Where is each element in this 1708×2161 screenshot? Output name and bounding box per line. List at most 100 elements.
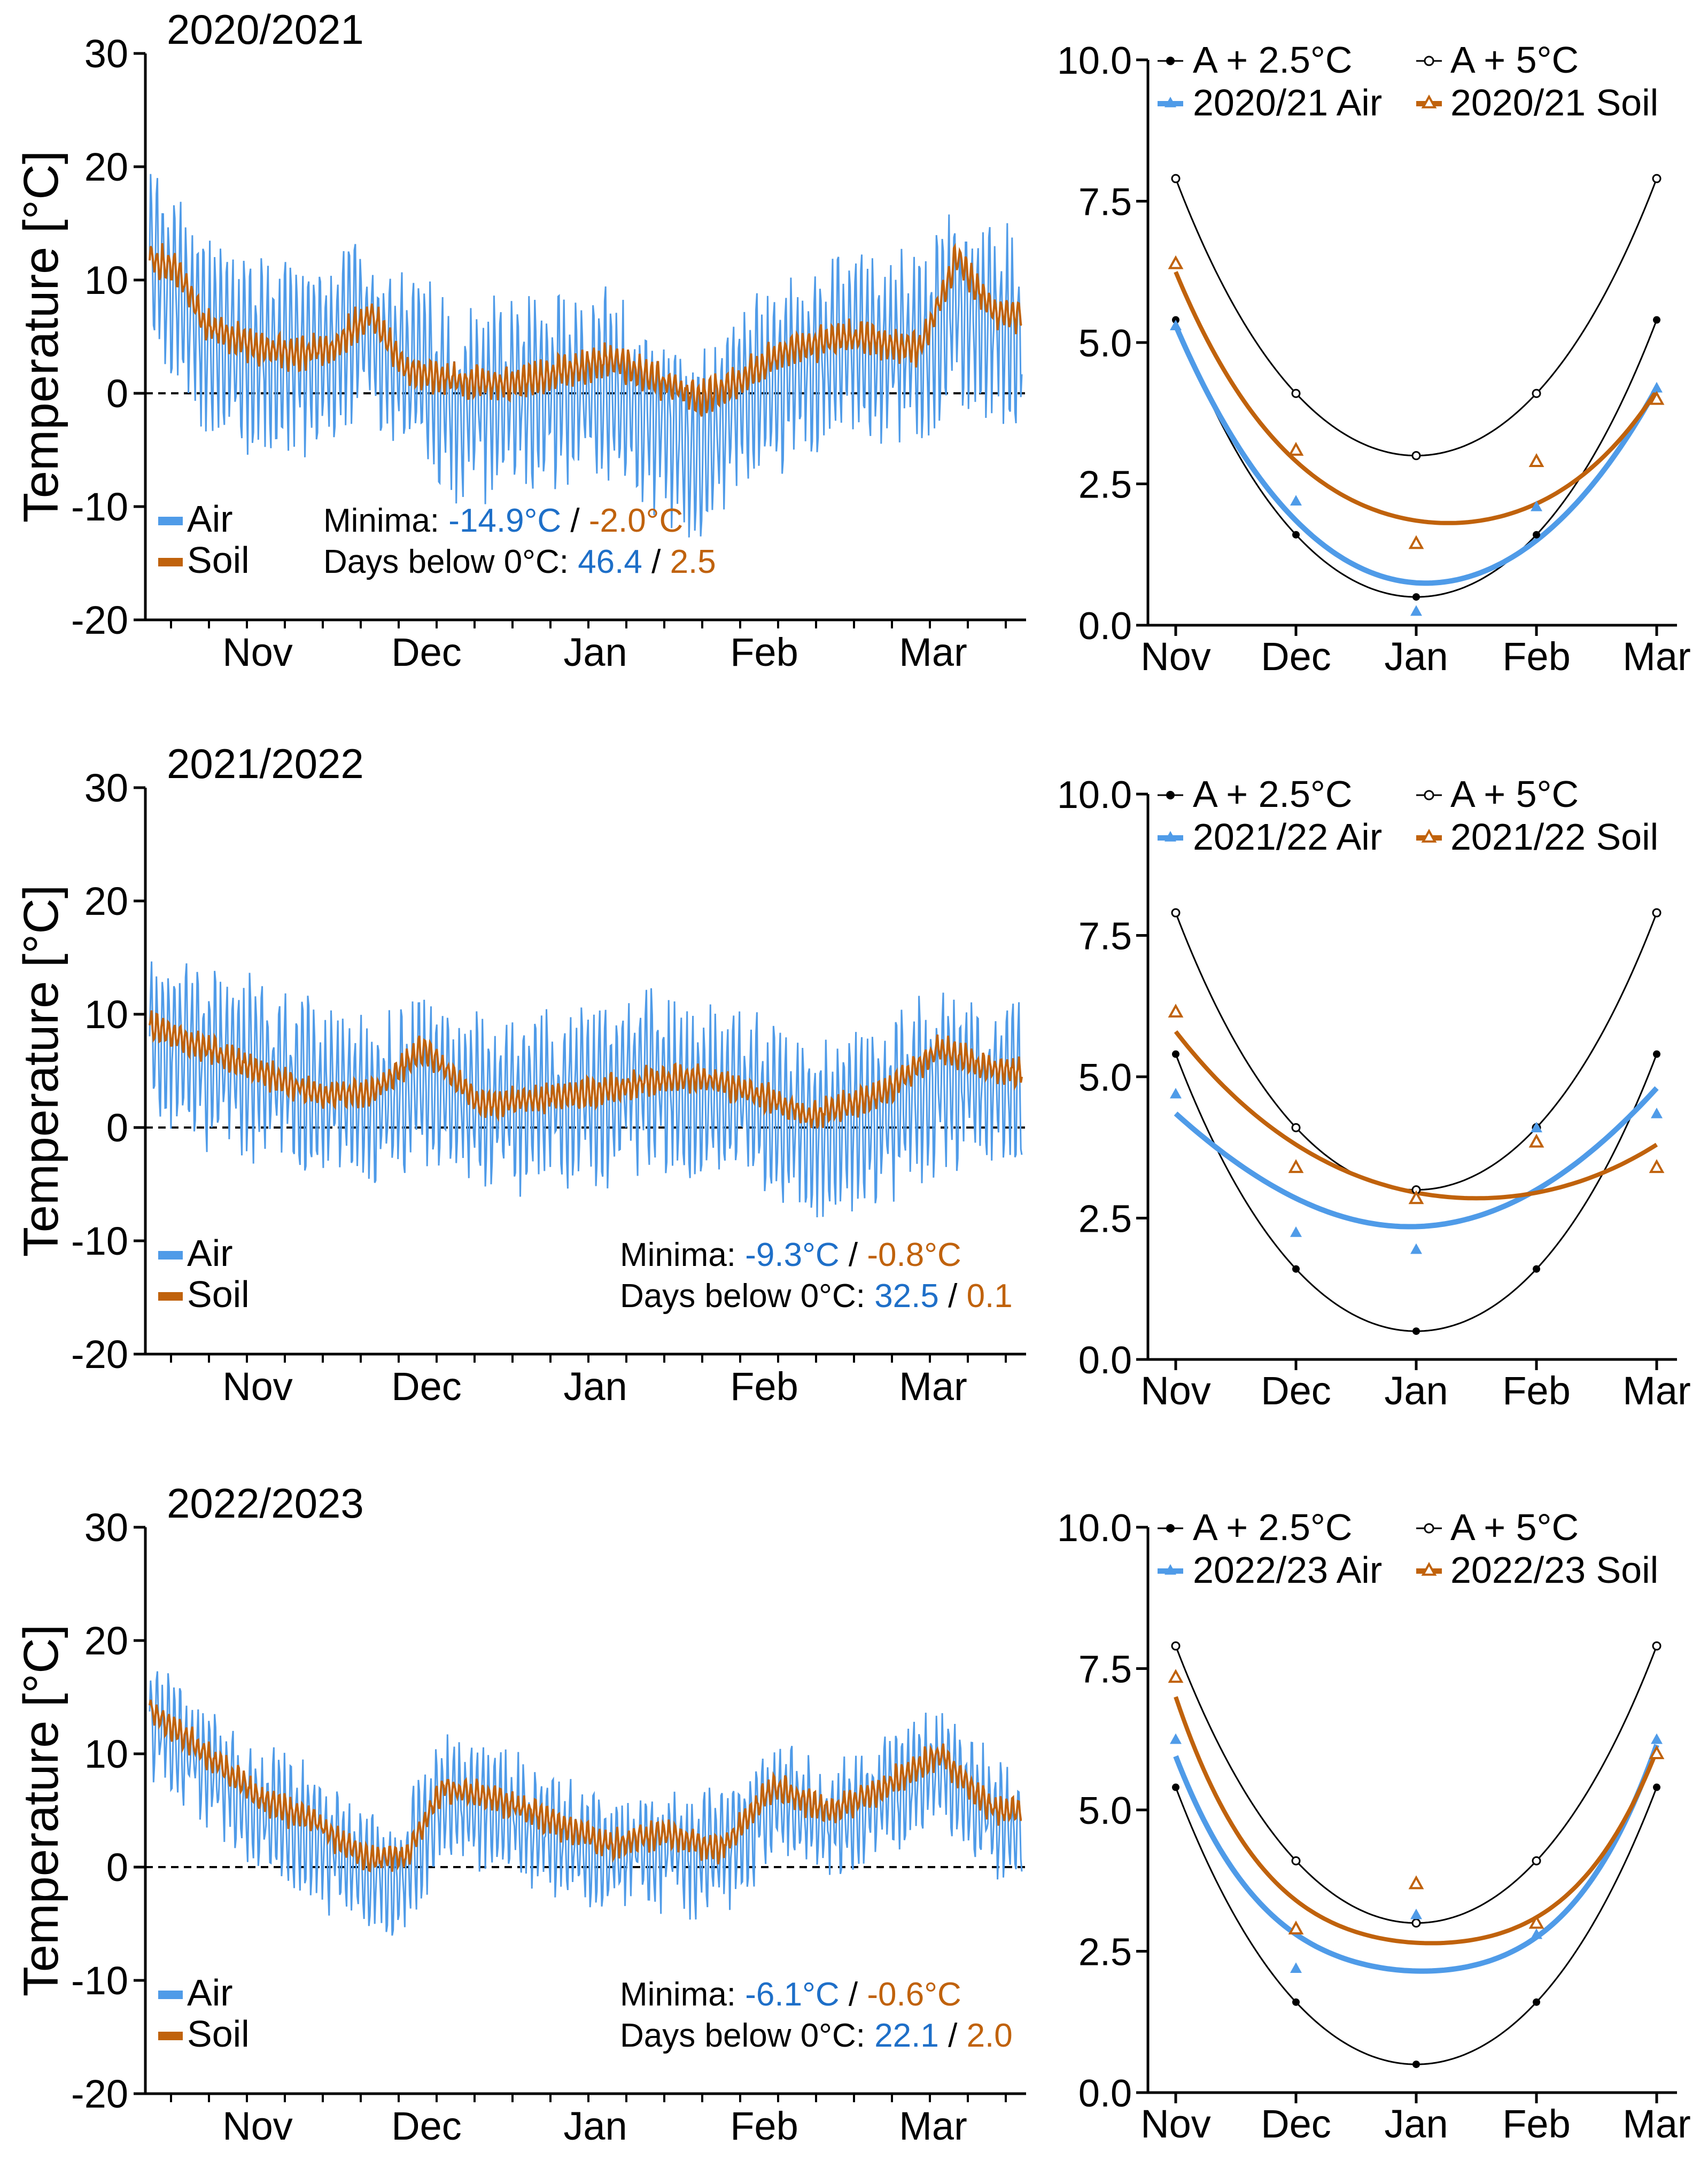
a-plus-2-5-point [1653,1050,1660,1058]
legend-air-label: 2021/22 Air [1193,816,1382,858]
legend-soil-label: Soil [187,539,250,581]
x-tick-label: Dec [1261,1369,1331,1413]
y-tick-label: 30 [84,1505,128,1550]
minima-minima_air: -9.3°C [745,1237,839,1273]
a-plus-2-5-point [1172,1050,1179,1058]
a-plus-2-5-point [1412,1327,1420,1335]
x-tick-label: Dec [1261,2102,1331,2146]
air-data-point [1651,1107,1663,1118]
y-axis-label: Temperature [°C] [14,1624,68,1996]
legend-a25-marker [1166,1524,1175,1533]
legend-soil-label: Soil [187,1273,250,1315]
air-data-point [1410,605,1422,616]
x-tick-label: Mar [1622,634,1690,679]
y-axis-label: Temperature [°C] [14,151,68,523]
air-fit-curve [1173,324,1659,586]
soil-temperature-line [149,243,1022,417]
legend-a5-marker [1424,790,1434,800]
legend-soil-marker [1421,828,1437,843]
minima-sep: / [561,502,589,539]
air-data-point [1410,1908,1422,1919]
legend-soil-marker [1421,1561,1437,1576]
a-plus-2-5-point [1653,1783,1660,1791]
soil-data-point [1288,1159,1304,1173]
x-tick-label: Nov [222,630,293,674]
x-tick-label: Nov [1140,2102,1211,2146]
air-temperature-line [149,1671,1023,1936]
soil-data-point [1168,1004,1184,1018]
y-tick-label: -10 [71,1958,128,2003]
a-plus-5-point [1652,174,1662,183]
y-tick-label: -10 [71,485,128,529]
days-below-zero-annotation: Days below 0°C: 22.1 / 2.0 [620,2017,1013,2054]
air-data-point [1170,1733,1182,1744]
y-tick-label: 10.0 [1057,774,1132,817]
x-tick-label: Nov [1140,1369,1211,1413]
minima-minima_soil: -0.8°C [867,1237,961,1273]
a-plus-2-5-point [1533,531,1540,539]
soil-data-point [1649,1745,1665,1759]
days-days_label: Days below 0°C: [620,1278,874,1315]
air-data-point [1170,320,1182,331]
days-days_soil: 2.0 [967,2017,1013,2054]
legend-a25-label: A + 2.5°C [1193,773,1352,815]
legend-a25-marker [1166,791,1175,799]
x-tick-label: Dec [391,630,462,674]
x-tick-label: Feb [730,1364,798,1409]
x-tick-label: Feb [730,630,798,674]
soil-temperature-line [149,1699,1022,1872]
a-plus-5-point [1411,451,1421,461]
timeseries-panel-2: 2021/2022 Temperature [°C] -20 -10 0 10 20 30 No… [14,740,1026,1409]
y-tick-label: -20 [71,598,128,642]
legend-a5-label: A + 5°C [1450,39,1579,81]
timeseries-panel-3: 2022/2023 Temperature [°C] -20 -10 0 10 20 30 No… [14,1480,1026,2148]
air-temperature-line [149,174,1023,538]
air-data-point [1651,1733,1663,1744]
a-plus-5-point [1532,388,1541,398]
fit-panel-2: 0.0 2.5 5.0 7.5 10.0 Nov Dec Jan Feb Mar A + 2.5°C… [1057,773,1691,1413]
soil-data-point [1408,1190,1424,1204]
minima-minima_label: Minima: [323,502,448,539]
x-tick-label: Jan [563,1364,627,1409]
x-tick-label: Jan [563,630,627,674]
days-days_air: 22.1 [874,2017,939,2054]
days-days_air: 46.4 [578,543,642,580]
legend-a5-marker [1424,1523,1434,1534]
soil-temperature-line [149,1010,1023,1129]
y-tick-label: 7.5 [1078,1649,1132,1691]
y-tick-label: 5.0 [1078,1056,1132,1099]
legend-a25-marker [1166,57,1175,65]
y-tick-label: -20 [71,2072,128,2116]
air-data-point [1290,1962,1302,1973]
air-data-point [1410,1243,1422,1254]
x-tick-label: Mar [899,1364,967,1409]
legend-air-marker [1164,97,1176,107]
y-tick-label: 10.0 [1057,1507,1132,1550]
soil-data-point [1649,391,1665,405]
x-tick-label: Dec [391,1364,462,1409]
a-plus-2-5-point [1412,2061,1420,2069]
x-tick-label: Dec [1261,634,1331,679]
air-data-point [1290,495,1302,506]
x-tick-label: Mar [899,630,967,674]
y-tick-label: 7.5 [1078,915,1132,958]
x-tick-label: Nov [222,1364,293,1409]
air-data-point [1531,1122,1542,1133]
fit-panel-1: 0.0 2.5 5.0 7.5 10.0 Nov Dec Jan Feb Mar A + 2.5°C… [1057,39,1691,679]
a-plus-5-curve [1175,178,1658,457]
y-tick-label: -10 [71,1219,128,1263]
soil-data-point [1408,1875,1424,1890]
minima-minima_air: -6.1°C [745,1976,839,2013]
air-data-point [1651,382,1663,393]
x-tick-label: Jan [1384,1369,1448,1413]
y-tick-label: 5.0 [1078,1790,1132,1832]
days-days_air: 32.5 [874,1278,939,1315]
legend-air-label: Air [187,1972,233,2014]
soil-data-point [1528,1133,1544,1148]
x-tick-label: Feb [1502,1369,1571,1413]
x-tick-label: Feb [730,2104,798,2148]
x-tick-label: Feb [1502,634,1571,679]
legend-soil-marker [1421,94,1437,108]
a-plus-2-5-point [1292,1265,1300,1273]
